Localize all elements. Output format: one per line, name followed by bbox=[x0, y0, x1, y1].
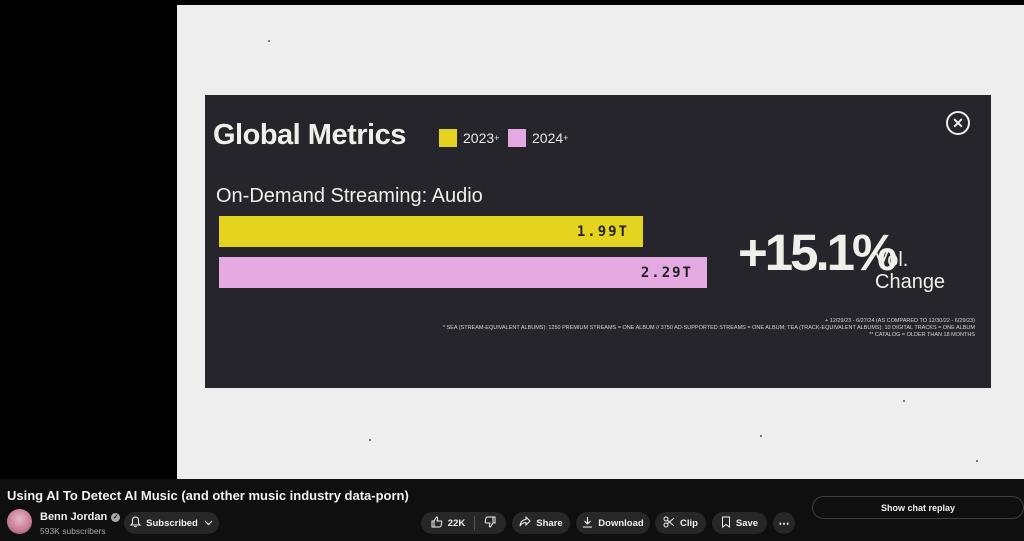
dust-speck bbox=[760, 435, 762, 437]
thumbs-down-icon bbox=[484, 516, 496, 531]
dust-speck bbox=[369, 439, 371, 441]
legend-label: 2023 bbox=[463, 130, 495, 146]
slide-frame: Global Metrics 2023 + 2024 + ✕ On-Demand S… bbox=[177, 5, 1024, 479]
legend-sup: + bbox=[563, 133, 569, 143]
footnote: + 12/29/23 - 6/27/24 (AS COMPARED TO 12/… bbox=[825, 318, 975, 324]
like-button[interactable]: 22K bbox=[422, 512, 474, 534]
legend-item-2024: 2024 + bbox=[508, 129, 568, 147]
share-icon bbox=[519, 515, 532, 530]
thumbs-up-icon bbox=[431, 515, 443, 531]
video-player[interactable]: Global Metrics 2023 + 2024 + ✕ On-Demand S… bbox=[0, 5, 1024, 479]
panel-title: Global Metrics bbox=[213, 119, 406, 151]
legend-swatch bbox=[508, 129, 526, 147]
dust-speck bbox=[903, 400, 905, 402]
verified-check-icon: ✓ bbox=[111, 512, 121, 522]
change-label: Vol. Change bbox=[875, 249, 945, 293]
bar-2023: 1.99T bbox=[219, 216, 643, 247]
legend-label: 2024 bbox=[532, 130, 564, 146]
top-border bbox=[0, 0, 1024, 5]
more-icon: ⋯ bbox=[778, 517, 790, 530]
subscribed-button[interactable]: Subscribed bbox=[124, 512, 219, 534]
download-icon bbox=[582, 516, 593, 531]
chat-replay-label: Show chat replay bbox=[880, 502, 956, 513]
chevron-down-icon bbox=[204, 517, 213, 529]
chart-subtitle: On-Demand Streaming: Audio bbox=[216, 185, 483, 207]
metrics-panel: Global Metrics 2023 + 2024 + ✕ On-Demand S… bbox=[205, 95, 991, 388]
like-dislike-group: 22K bbox=[421, 512, 506, 534]
dust-speck bbox=[976, 460, 978, 462]
close-icon[interactable]: ✕ bbox=[946, 111, 970, 135]
bookmark-add-icon bbox=[721, 516, 731, 531]
footnote: ** CATALOG = OLDER THAN 18 MONTHS bbox=[869, 332, 975, 338]
like-count: 22K bbox=[447, 517, 466, 529]
dislike-button[interactable] bbox=[475, 512, 505, 534]
share-label: Share bbox=[536, 517, 563, 529]
download-label: Download bbox=[598, 517, 644, 529]
show-chat-replay-button[interactable]: Show chat replay bbox=[812, 496, 1024, 519]
bar-value-label: 1.99T bbox=[576, 223, 629, 240]
save-label: Save bbox=[735, 517, 759, 529]
legend-item-2023: 2023 + bbox=[439, 129, 499, 147]
scissors-icon bbox=[663, 516, 675, 531]
change-label-line2: Change bbox=[875, 271, 946, 293]
dust-speck bbox=[268, 40, 270, 42]
footnotes: + 12/29/23 - 6/27/24 (AS COMPARED TO 12/… bbox=[443, 318, 975, 339]
subscriber-count: 593K subscribers bbox=[40, 526, 106, 536]
bell-icon bbox=[129, 515, 142, 531]
channel-avatar[interactable] bbox=[7, 509, 32, 534]
channel-name-row[interactable]: Benn Jordan ✓ bbox=[40, 511, 121, 523]
footnote: * SEA (STREAM-EQUIVALENT ALBUMS): 1250 P… bbox=[442, 325, 975, 331]
download-button[interactable]: Download bbox=[576, 512, 650, 534]
like-divider bbox=[474, 516, 476, 530]
bar-value-label: 2.29T bbox=[640, 264, 693, 281]
channel-name[interactable]: Benn Jordan bbox=[40, 511, 108, 523]
change-label-line1: Vol. bbox=[875, 249, 909, 271]
clip-label: Clip bbox=[680, 517, 698, 529]
bar-2024: 2.29T bbox=[219, 257, 707, 288]
more-actions-button[interactable]: ⋯ bbox=[773, 512, 795, 534]
share-button[interactable]: Share bbox=[512, 512, 570, 534]
clip-button[interactable]: Clip bbox=[655, 512, 706, 534]
subscribed-label: Subscribed bbox=[146, 517, 198, 529]
legend-swatch bbox=[439, 129, 457, 147]
change-value: +15.1% bbox=[738, 224, 897, 281]
video-title: Using AI To Detect AI Music (and other m… bbox=[7, 488, 409, 503]
save-button[interactable]: Save bbox=[712, 512, 767, 534]
legend-sup: + bbox=[494, 133, 500, 143]
